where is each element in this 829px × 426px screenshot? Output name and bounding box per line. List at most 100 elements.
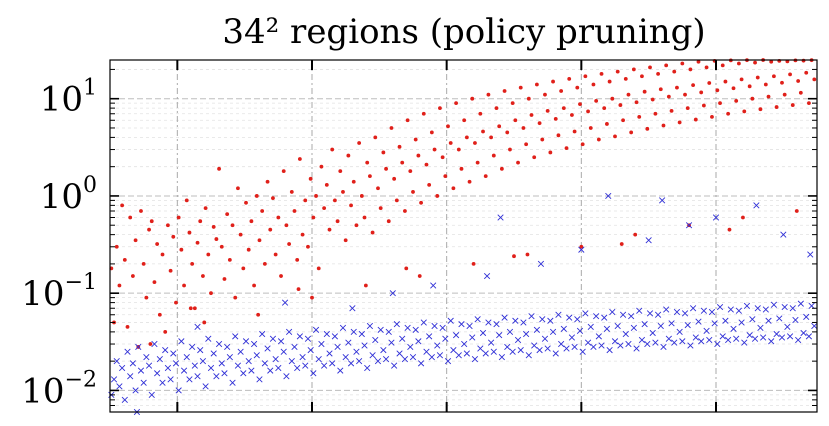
red-dot-point [707, 81, 712, 85]
red-dot-point [341, 190, 345, 194]
blue-cross-point [423, 348, 430, 355]
blue-cross-point [417, 360, 425, 367]
red-dot-point [125, 325, 130, 329]
blue-cross-point [574, 316, 581, 323]
blue-cross-point [741, 339, 748, 346]
red-dot-point [451, 186, 456, 191]
red-dot-point [629, 130, 634, 135]
red-dot-point [696, 59, 701, 64]
red-dot-point [626, 92, 631, 97]
blue-cross-point [234, 362, 242, 369]
blue-cross-point [514, 336, 522, 344]
red-dot-point [211, 225, 216, 229]
blue-cross-point [281, 299, 289, 306]
blue-cross-point [172, 360, 180, 367]
blue-cross-point [110, 376, 118, 383]
red-dot-point [292, 209, 297, 213]
blue-cross-point [197, 346, 204, 354]
blue-cross-point [646, 310, 654, 317]
red-dot-point [225, 212, 230, 217]
blue-cross-point [321, 362, 328, 369]
blue-cross-point [762, 306, 769, 313]
red-dot-point [222, 277, 227, 281]
red-dot-point [381, 150, 386, 155]
red-dot-point [489, 135, 494, 140]
red-dot-point [310, 295, 314, 300]
blue-cross-point [490, 348, 497, 355]
red-dot-point [524, 142, 529, 147]
blue-cross-point [795, 336, 802, 344]
red-dot-point [141, 262, 146, 266]
blue-cross-point [393, 321, 400, 328]
red-dot-point [163, 329, 168, 334]
red-dot-point [540, 137, 545, 142]
red-dot-point [753, 60, 757, 65]
red-dot-point [623, 76, 628, 81]
red-dot-point [435, 194, 440, 198]
blue-cross-point [659, 197, 666, 204]
red-dot-point [750, 96, 755, 101]
red-dot-point [411, 190, 415, 194]
red-dot-point [139, 209, 143, 213]
red-dot-point [327, 227, 332, 232]
blue-cross-point [242, 338, 250, 345]
blue-cross-point [170, 350, 177, 357]
blue-cross-point [807, 251, 814, 258]
blue-cross-point [229, 379, 236, 386]
blue-cross-point [259, 330, 266, 338]
blue-cross-point [578, 246, 585, 253]
red-dot-point [252, 283, 256, 288]
blue-cross-point [698, 338, 705, 345]
red-dot-point [758, 107, 763, 112]
red-dot-point [230, 223, 235, 228]
red-dot-point [812, 77, 817, 82]
blue-cross-point [609, 308, 616, 316]
blue-cross-point [339, 324, 347, 331]
blue-cross-point [428, 354, 435, 361]
red-dot-point [782, 92, 787, 97]
grid-lines [110, 60, 817, 413]
blue-cross-point [226, 354, 233, 361]
blue-cross-point [800, 329, 807, 337]
blue-cross-point [267, 367, 274, 374]
red-dot-point [201, 274, 205, 278]
blue-cross-point [369, 352, 376, 359]
red-dot-point [483, 174, 488, 178]
red-dot-point [471, 262, 476, 266]
blue-cross-point [654, 311, 662, 318]
blue-cross-point [143, 354, 150, 361]
red-dot-point [688, 67, 693, 72]
red-dot-point [559, 89, 564, 93]
blue-cross-point [116, 383, 123, 390]
blue-cross-point [776, 315, 783, 322]
blue-cross-point [805, 333, 813, 340]
red-dot-point [661, 123, 666, 128]
blue-cross-point [719, 333, 726, 340]
red-dot-point [691, 83, 696, 87]
red-dot-point [236, 186, 240, 191]
blue-cross-point [121, 396, 128, 403]
blue-cross-point [568, 334, 576, 341]
red-dot-point [332, 198, 337, 203]
red-dot-point [363, 283, 368, 288]
blue-cross-point [498, 354, 505, 361]
blue-cross-point [528, 313, 535, 320]
red-dot-point [683, 92, 687, 97]
red-dot-point [171, 234, 176, 239]
red-dot-point [734, 98, 739, 103]
red-dot-point [556, 133, 561, 138]
red-dot-point [548, 150, 553, 155]
blue-cross-point [294, 364, 301, 372]
red-dot-point [241, 266, 246, 271]
blue-cross-point [285, 328, 293, 335]
red-dot-point [619, 242, 624, 246]
blue-cross-point [630, 324, 637, 331]
red-dot-point [296, 287, 301, 292]
red-dot-point [561, 106, 566, 111]
red-dot-point [640, 74, 644, 79]
red-dot-point [335, 219, 340, 224]
blue-cross-point [275, 364, 282, 372]
red-dot-point [456, 147, 461, 152]
blue-cross-point [703, 327, 710, 334]
blue-cross-point [601, 314, 608, 321]
